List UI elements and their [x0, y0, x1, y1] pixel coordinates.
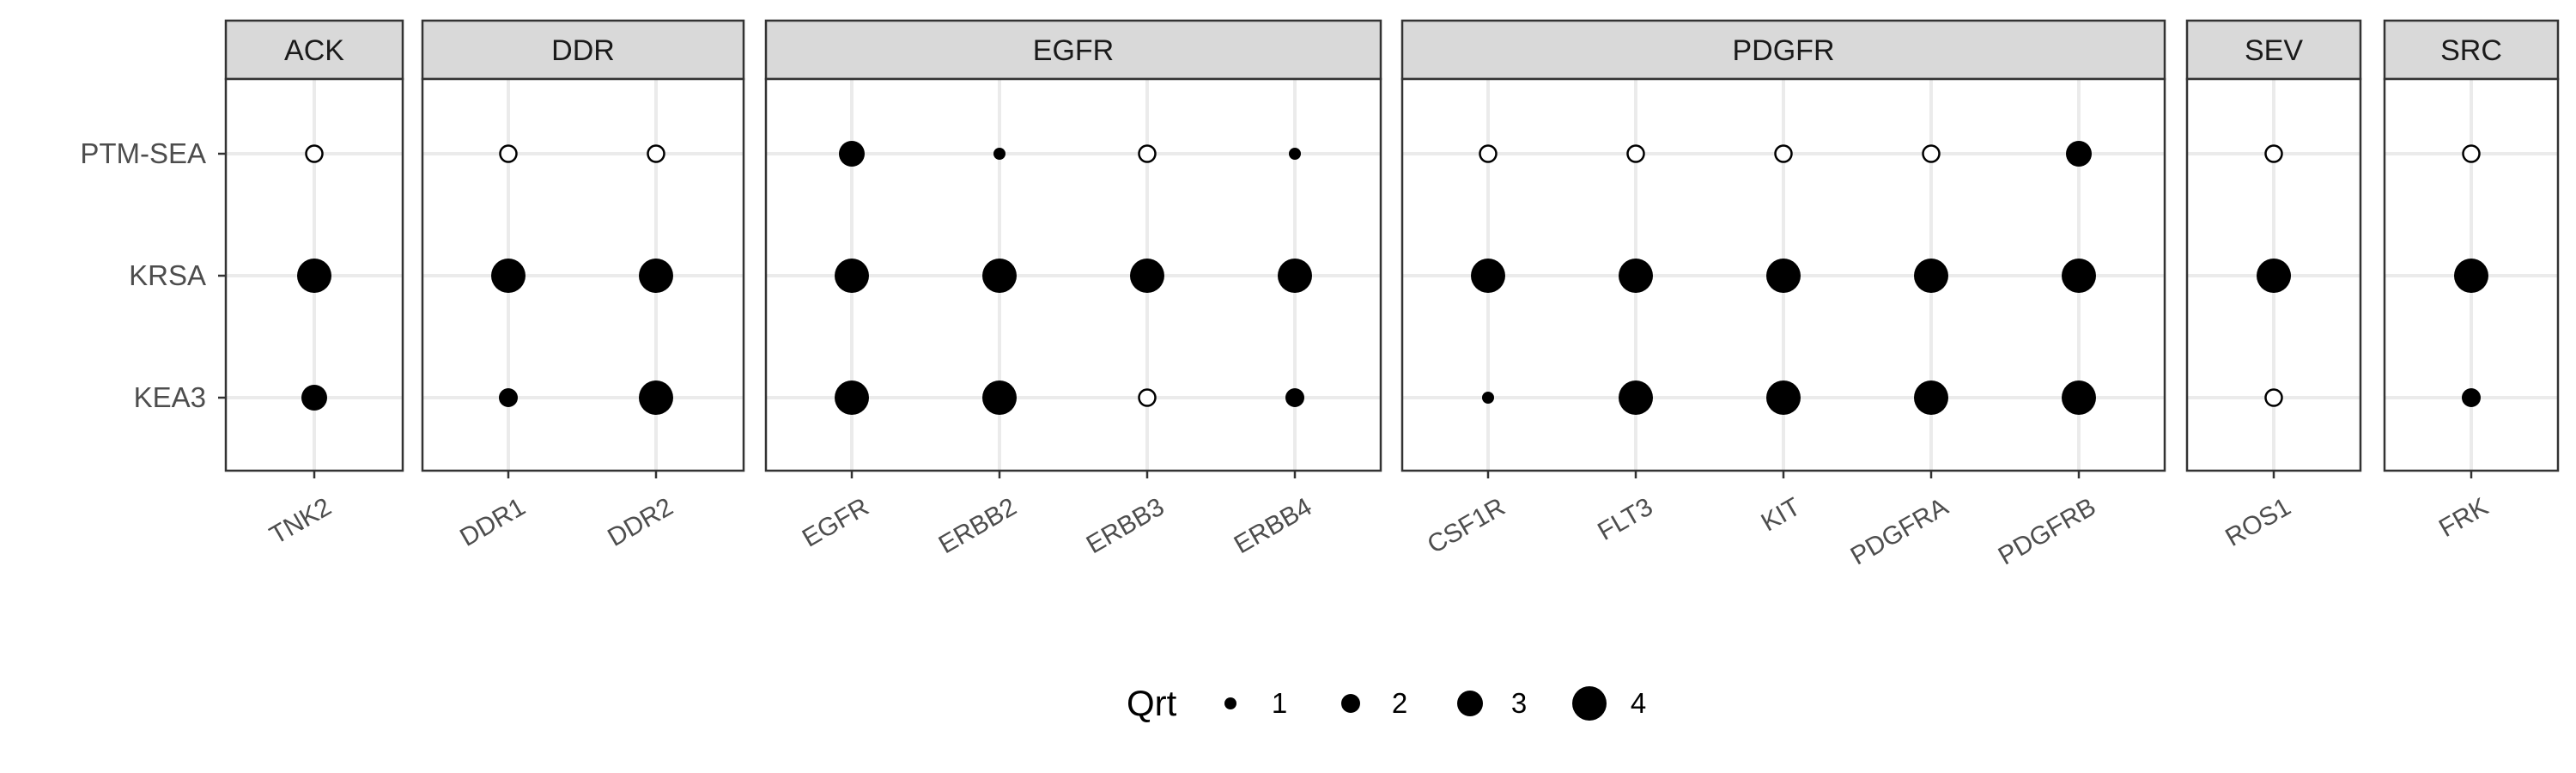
point-erbb3-kea3 [1138, 388, 1157, 407]
point-ddr2-ptm-sea [647, 144, 665, 163]
facet-strip [224, 19, 404, 81]
point-csf1r-krsa [1471, 259, 1505, 293]
panel-border [764, 77, 1382, 472]
y-tick-label-krsa: KRSA [129, 259, 206, 291]
x-tick-label-frk: FRK [2434, 492, 2493, 543]
x-tick-label-ros1: ROS1 [2221, 492, 2295, 551]
facet-ack: ACK TNK2 [224, 19, 404, 550]
point-flt3-kea3 [1619, 380, 1653, 415]
point-ddr1-ptm-sea [499, 144, 518, 163]
x-tick-label-kit: KIT [1757, 492, 1806, 537]
legend-title: Qrt [1127, 683, 1177, 723]
legend-label-2: 2 [1392, 687, 1407, 719]
point-tnk2-krsa [297, 259, 331, 293]
point-ddr1-krsa [491, 259, 526, 293]
point-csf1r-kea3 [1482, 392, 1494, 404]
facet-ddr: DDR DDR1 DDR2 [421, 19, 745, 552]
point-erbb2-kea3 [982, 380, 1017, 415]
point-kit-kea3 [1766, 380, 1801, 415]
facet-strip-label: SEV [2245, 34, 2303, 67]
facet-panels: ACK TNK2 DDR DDR1 DDR2 EGFR EGFR ERBB2 ERBB3 ERBB… [224, 19, 2560, 571]
x-tick-label-ddr1: DDR1 [455, 492, 530, 551]
point-pdgfra-ptm-sea [1922, 144, 1941, 163]
point-pdgfrb-ptm-sea [2066, 141, 2092, 167]
point-ros1-krsa [2257, 259, 2291, 293]
facet-strip [421, 19, 745, 81]
x-tick-label-erbb4: ERBB4 [1230, 492, 1317, 559]
point-pdgfra-krsa [1914, 259, 1948, 293]
facet-strip-label: ACK [284, 34, 344, 67]
point-frk-ptm-sea [2462, 144, 2481, 163]
point-erbb2-krsa [982, 259, 1017, 293]
facet-strip [2185, 19, 2362, 81]
point-ros1-kea3 [2264, 388, 2283, 407]
x-tick-label-csf1r: CSF1R [1423, 492, 1510, 559]
facet-egfr: EGFR EGFR ERBB2 ERBB3 ERBB4 [764, 19, 1382, 559]
facet-src: SRC FRK [2383, 19, 2560, 543]
point-ddr1-kea3 [499, 388, 518, 407]
facet-strip-label: EGFR [1033, 34, 1114, 67]
point-erbb3-krsa [1130, 259, 1164, 293]
point-pdgfra-kea3 [1914, 380, 1948, 415]
legend-label-4: 4 [1631, 687, 1646, 719]
y-tick-label-kea3: KEA3 [134, 381, 206, 413]
point-frk-krsa [2454, 259, 2488, 293]
point-erbb4-krsa [1278, 259, 1312, 293]
point-frk-kea3 [2462, 388, 2481, 407]
x-tick-label-pdgfrb: PDGFRB [1994, 492, 2101, 570]
point-erbb2-ptm-sea [993, 148, 1005, 160]
point-erbb4-kea3 [1285, 388, 1304, 407]
point-egfr-krsa [835, 259, 869, 293]
legend-key-2 [1341, 694, 1360, 713]
point-ddr2-kea3 [639, 380, 673, 415]
legend-key-4 [1572, 686, 1607, 721]
point-egfr-ptm-sea [839, 141, 865, 167]
facet-strip-label: SRC [2440, 34, 2502, 67]
point-flt3-ptm-sea [1626, 144, 1645, 163]
point-tnk2-kea3 [301, 385, 327, 411]
legend-label-3: 3 [1511, 687, 1527, 719]
facet-strip [2383, 19, 2560, 81]
point-tnk2-ptm-sea [305, 144, 324, 163]
point-pdgfrb-kea3 [2062, 380, 2096, 415]
point-kit-ptm-sea [1774, 144, 1793, 163]
x-tick-label-egfr: EGFR [798, 492, 874, 552]
point-erbb4-ptm-sea [1289, 148, 1301, 160]
legend-key-3 [1457, 691, 1483, 716]
x-tick-label-erbb2: ERBB2 [934, 492, 1022, 559]
point-pdgfrb-krsa [2062, 259, 2096, 293]
x-tick-label-ddr2: DDR2 [603, 492, 677, 551]
legend-key-1 [1224, 697, 1236, 709]
point-ddr2-krsa [639, 259, 673, 293]
point-csf1r-ptm-sea [1479, 144, 1498, 163]
point-egfr-kea3 [835, 380, 869, 415]
facet-strip-label: DDR [551, 34, 615, 67]
facet-pdgfr: PDGFR CSF1R FLT3 KIT PDGFRA PDGFRB [1400, 19, 2166, 571]
point-ros1-ptm-sea [2264, 144, 2283, 163]
y-tick-label-ptm-sea: PTM-SEA [80, 137, 206, 169]
x-tick-label-erbb3: ERBB3 [1082, 492, 1170, 559]
legend-label-1: 1 [1272, 687, 1287, 719]
point-flt3-krsa [1619, 259, 1653, 293]
panel-border [421, 77, 745, 472]
legend: Qrt 1 2 3 4 [1127, 683, 1646, 723]
point-erbb3-ptm-sea [1138, 144, 1157, 163]
x-tick-label-flt3: FLT3 [1593, 492, 1657, 545]
x-tick-label-pdgfra: PDGFRA [1846, 492, 1953, 570]
facet-sev: SEV ROS1 [2185, 19, 2362, 552]
x-tick-label-tnk2: TNK2 [265, 492, 337, 550]
point-kit-krsa [1766, 259, 1801, 293]
facet-strip-label: PDGFR [1733, 34, 1835, 67]
y-axis: PTM-SEA KRSA KEA3 [80, 137, 226, 413]
